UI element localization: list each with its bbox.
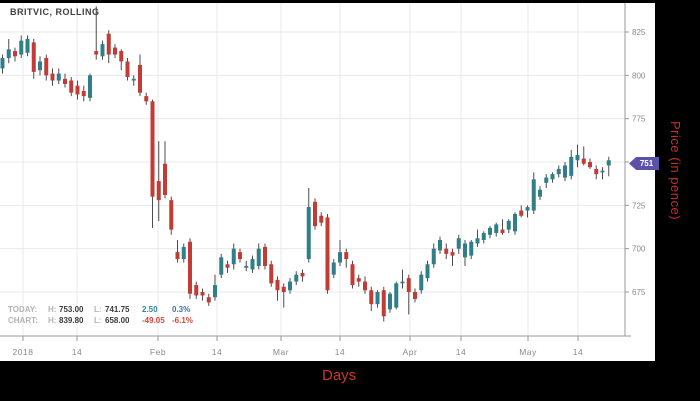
stat-high-value: 839.80 [59,316,84,325]
svg-text:700: 700 [632,245,646,254]
candlestick-chart[interactable]: 825 800 775 725 700 675 2018 14 Feb 14 Mar 14 Apr 14 M… [0,3,655,361]
svg-text:14: 14 [212,347,222,357]
stat-label: TODAY: [8,305,38,314]
svg-text:2018: 2018 [13,347,34,357]
stat-change-pct: 0.3% [172,305,191,314]
last-price-badge: 751 [629,157,659,170]
svg-text:725: 725 [632,201,646,210]
svg-text:800: 800 [632,71,646,80]
stat-low-value: 741.75 [105,305,130,314]
svg-text:Feb: Feb [150,347,166,357]
svg-text:825: 825 [632,28,646,37]
svg-text:Apr: Apr [403,347,418,357]
svg-text:775: 775 [632,115,646,124]
stat-high-value: 753.00 [59,305,84,314]
stats-row-today: TODAY: H: 753.00 L: 741.75 2.50 0.3% [8,304,193,315]
svg-text:14: 14 [72,347,82,357]
chart-title: BRITVIC, ROLLING [10,7,100,17]
svg-text:14: 14 [573,347,583,357]
svg-text:Mar: Mar [273,347,289,357]
svg-text:675: 675 [632,288,646,297]
stat-low-key: L: [94,305,102,314]
stat-high-key: H: [48,305,57,314]
chart-panel: 825 800 775 725 700 675 2018 14 Feb 14 Mar 14 Apr 14 M… [0,3,659,361]
stats-row-chart: CHART: H: 839.80 L: 658.00 -49.05 -6.1% [8,315,193,326]
y-axis-title: Price (in pence) [668,121,683,221]
stat-high-key: H: [48,316,57,325]
svg-text:14: 14 [456,347,466,357]
stat-change: -49.05 [142,316,165,325]
stat-change: 2.50 [142,305,158,314]
stat-low-value: 658.00 [105,316,130,325]
svg-text:14: 14 [335,347,345,357]
x-axis-title: Days [322,367,357,384]
stat-label: CHART: [8,316,38,325]
stat-change-pct: -6.1% [172,316,193,325]
stats-panel: TODAY: H: 753.00 L: 741.75 2.50 0.3% CHART: H: 8… [8,304,193,326]
svg-text:May: May [519,347,537,357]
stat-low-key: L: [94,316,102,325]
